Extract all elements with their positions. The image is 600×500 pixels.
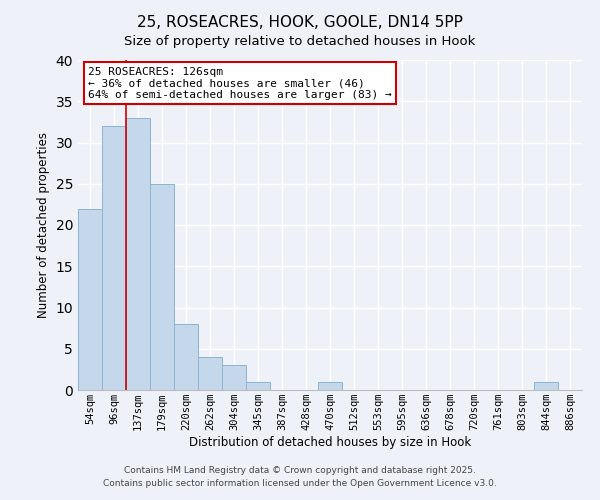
- Bar: [222, 365, 246, 390]
- Bar: [198, 357, 222, 390]
- Y-axis label: Number of detached properties: Number of detached properties: [37, 132, 50, 318]
- Bar: [318, 382, 342, 390]
- Text: Size of property relative to detached houses in Hook: Size of property relative to detached ho…: [124, 35, 476, 48]
- Text: Contains HM Land Registry data © Crown copyright and database right 2025.
Contai: Contains HM Land Registry data © Crown c…: [103, 466, 497, 487]
- Bar: [102, 126, 126, 390]
- X-axis label: Distribution of detached houses by size in Hook: Distribution of detached houses by size …: [189, 436, 471, 449]
- Bar: [126, 118, 150, 390]
- Bar: [78, 208, 102, 390]
- Bar: [246, 382, 270, 390]
- Bar: [534, 382, 558, 390]
- Text: 25 ROSEACRES: 126sqm
← 36% of detached houses are smaller (46)
64% of semi-detac: 25 ROSEACRES: 126sqm ← 36% of detached h…: [88, 66, 392, 100]
- Bar: [150, 184, 174, 390]
- Text: 25, ROSEACRES, HOOK, GOOLE, DN14 5PP: 25, ROSEACRES, HOOK, GOOLE, DN14 5PP: [137, 15, 463, 30]
- Bar: [174, 324, 198, 390]
